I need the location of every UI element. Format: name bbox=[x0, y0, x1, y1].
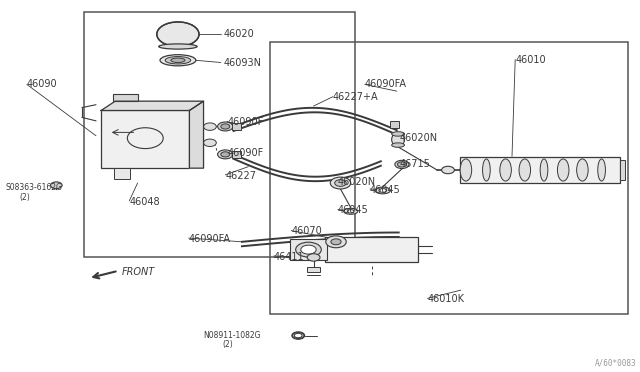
Ellipse shape bbox=[160, 55, 196, 66]
Circle shape bbox=[292, 332, 305, 339]
Bar bbox=[113, 94, 138, 101]
Text: 46090F: 46090F bbox=[227, 117, 264, 126]
Bar bbox=[84, 12, 355, 257]
Text: 46020N: 46020N bbox=[400, 134, 438, 143]
Ellipse shape bbox=[397, 162, 406, 167]
Bar bbox=[620, 160, 625, 180]
Circle shape bbox=[296, 242, 321, 257]
Ellipse shape bbox=[460, 159, 472, 181]
Circle shape bbox=[221, 152, 230, 157]
Ellipse shape bbox=[159, 44, 197, 49]
Text: 46048: 46048 bbox=[129, 197, 160, 206]
Text: 46093N: 46093N bbox=[224, 58, 262, 68]
Ellipse shape bbox=[392, 143, 404, 147]
Text: 46090F: 46090F bbox=[227, 148, 264, 157]
Ellipse shape bbox=[577, 159, 588, 181]
Circle shape bbox=[307, 254, 320, 261]
Text: N08911-1082G: N08911-1082G bbox=[204, 331, 261, 340]
Text: 46010: 46010 bbox=[515, 55, 546, 64]
Ellipse shape bbox=[557, 159, 569, 181]
Text: 46090FA: 46090FA bbox=[365, 79, 407, 89]
Ellipse shape bbox=[292, 333, 304, 339]
Text: 46227: 46227 bbox=[225, 171, 256, 180]
Text: S08363-6162G: S08363-6162G bbox=[5, 183, 62, 192]
Circle shape bbox=[294, 333, 302, 338]
Bar bbox=[307, 267, 320, 272]
Bar bbox=[270, 42, 628, 314]
Bar bbox=[232, 151, 241, 158]
Ellipse shape bbox=[379, 189, 387, 192]
Circle shape bbox=[221, 124, 230, 129]
Ellipse shape bbox=[392, 132, 404, 147]
Bar bbox=[325, 237, 418, 262]
Text: FRONT: FRONT bbox=[122, 267, 155, 277]
Ellipse shape bbox=[165, 57, 191, 64]
Ellipse shape bbox=[500, 159, 511, 181]
Text: A/60*0083: A/60*0083 bbox=[595, 359, 637, 368]
Circle shape bbox=[301, 245, 316, 254]
Circle shape bbox=[51, 182, 62, 189]
Bar bbox=[114, 168, 130, 179]
Ellipse shape bbox=[395, 160, 409, 169]
Ellipse shape bbox=[344, 208, 358, 214]
Ellipse shape bbox=[483, 159, 490, 181]
Ellipse shape bbox=[519, 159, 531, 181]
Bar bbox=[460, 157, 620, 183]
Polygon shape bbox=[189, 101, 204, 168]
Text: 46227+A: 46227+A bbox=[333, 92, 378, 102]
Circle shape bbox=[218, 122, 233, 131]
Text: 46020: 46020 bbox=[224, 29, 255, 39]
Bar bbox=[390, 121, 399, 128]
Circle shape bbox=[218, 150, 233, 159]
Circle shape bbox=[330, 177, 351, 189]
Text: 46090: 46090 bbox=[27, 80, 58, 89]
Ellipse shape bbox=[540, 159, 548, 181]
Text: 46020N: 46020N bbox=[338, 177, 376, 187]
Circle shape bbox=[442, 166, 454, 174]
Text: (2): (2) bbox=[19, 193, 30, 202]
Circle shape bbox=[326, 236, 346, 248]
Ellipse shape bbox=[375, 187, 390, 194]
Circle shape bbox=[157, 22, 199, 46]
Ellipse shape bbox=[171, 58, 185, 62]
Ellipse shape bbox=[348, 209, 354, 213]
Text: 46010K: 46010K bbox=[428, 295, 465, 304]
Ellipse shape bbox=[392, 132, 404, 136]
Circle shape bbox=[335, 180, 346, 186]
Ellipse shape bbox=[598, 159, 605, 181]
Polygon shape bbox=[101, 101, 204, 110]
Text: 46090FA: 46090FA bbox=[189, 234, 231, 244]
Text: 46045: 46045 bbox=[338, 205, 369, 215]
Bar bbox=[290, 239, 327, 260]
Circle shape bbox=[204, 123, 216, 130]
Bar bbox=[101, 110, 189, 168]
Circle shape bbox=[204, 139, 216, 147]
Text: (2): (2) bbox=[223, 340, 234, 349]
Circle shape bbox=[331, 239, 341, 245]
Text: 46045: 46045 bbox=[370, 185, 401, 195]
Bar bbox=[232, 123, 241, 130]
Text: 46070: 46070 bbox=[291, 227, 322, 236]
Text: 46715: 46715 bbox=[400, 160, 431, 169]
Text: 46411: 46411 bbox=[274, 252, 305, 262]
